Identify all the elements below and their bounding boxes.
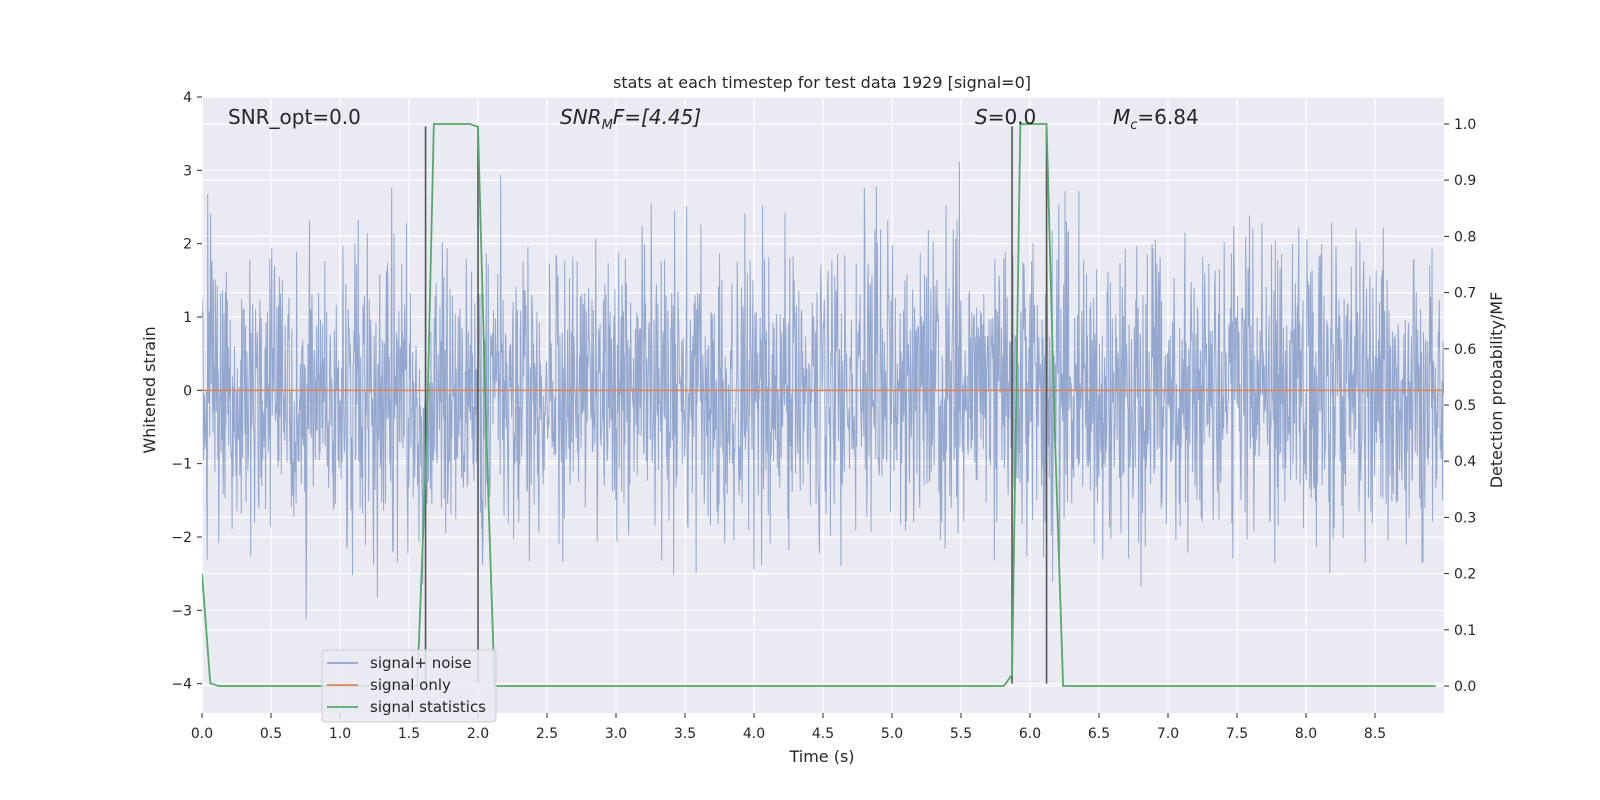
y-right-tick-label: 0.6 bbox=[1454, 342, 1476, 358]
x-tick-label: 1.0 bbox=[329, 726, 351, 742]
y-tick-label: 0 bbox=[183, 383, 192, 399]
y-tick-label: 3 bbox=[183, 163, 192, 179]
grid bbox=[201, 96, 1444, 713]
y-tick-label: 1 bbox=[183, 310, 192, 326]
x-axis-label: Time (s) bbox=[788, 747, 854, 766]
legend-label: signal+ noise bbox=[370, 654, 472, 672]
x-tick-label: 0.5 bbox=[260, 726, 282, 742]
x-tick-label: 8.0 bbox=[1295, 726, 1317, 742]
y-right-tick-label: 0.4 bbox=[1454, 454, 1476, 470]
x-tick-label: 3.5 bbox=[674, 726, 696, 742]
annotation-mc-rest: =6.84 bbox=[1137, 105, 1198, 129]
x-tick-label: 2.0 bbox=[467, 726, 489, 742]
annotation-snr-mf-rest-f: F=[4.45] bbox=[613, 105, 701, 129]
x-tick-label: 7.5 bbox=[1226, 726, 1248, 742]
y-axis-label: Whitened strain bbox=[140, 326, 159, 453]
x-tick-label: 8.5 bbox=[1364, 726, 1386, 742]
x-tick-label: 5.5 bbox=[950, 726, 972, 742]
x-tick-label: 1.5 bbox=[398, 726, 420, 742]
annotation-snr-mf: SNRMF=[4.45] bbox=[560, 105, 701, 133]
annotation-mc-sub: c bbox=[1130, 118, 1137, 133]
y-tick-label: −1 bbox=[171, 457, 192, 473]
x-tick-label: 4.5 bbox=[812, 726, 834, 742]
y-right-tick-label: 0.9 bbox=[1454, 173, 1476, 189]
annotation-snr-mf-base: SNR bbox=[560, 105, 602, 129]
x-tick-label: 6.5 bbox=[1088, 726, 1110, 742]
annotation-s-italic: S bbox=[975, 105, 988, 129]
y-right-tick-label: 0.8 bbox=[1454, 229, 1476, 245]
annotation-snr-mf-sub: M bbox=[602, 118, 613, 133]
y-right-tick-label: 0.3 bbox=[1454, 510, 1476, 526]
x-tick-label: 4.0 bbox=[743, 726, 765, 742]
annotation-mc-base: M bbox=[1113, 105, 1130, 129]
y-right-tick-label: 0.5 bbox=[1454, 398, 1476, 414]
x-tick-label: 2.5 bbox=[536, 726, 558, 742]
legend-label: signal only bbox=[370, 676, 451, 694]
y-tick-label: 2 bbox=[183, 237, 192, 253]
y-right-tick-label: 0.2 bbox=[1454, 567, 1476, 583]
series bbox=[202, 123, 1444, 687]
series-signal-noise bbox=[202, 161, 1444, 620]
y-tick-label: −4 bbox=[171, 677, 192, 693]
annotation-mc: Mc=6.84 bbox=[1113, 105, 1199, 133]
legend-label: signal statistics bbox=[370, 698, 486, 716]
y-tick-label: −2 bbox=[171, 530, 192, 546]
y-tick-label: −3 bbox=[171, 603, 192, 619]
x-tick-label: 0.0 bbox=[191, 726, 213, 742]
y-right-tick-label: 0.7 bbox=[1454, 286, 1476, 302]
annotation-s: S=0.0 bbox=[975, 105, 1036, 129]
y-right-tick-label: 0.0 bbox=[1454, 679, 1476, 695]
legend-box bbox=[321, 649, 497, 723]
y-right-tick-label: 0.1 bbox=[1454, 623, 1476, 639]
annotations: SNR_opt=0.0 SNRMF=[4.45] S=0.0 Mc=6.84 bbox=[228, 105, 1199, 133]
x-tick-label: 7.0 bbox=[1157, 726, 1179, 742]
chart-title: stats at each timestep for test data 192… bbox=[613, 73, 1031, 92]
legend: signal+ noise signal only signal statistic… bbox=[321, 649, 497, 723]
axes: 0.0 0.5 1.0 1.5 2.0 2.5 3.0 3.5 4.0 4.5 5.0 5.5 6.0 6… bbox=[171, 90, 1476, 742]
x-tick-label: 6.0 bbox=[1019, 726, 1041, 742]
annotation-snr-opt: SNR_opt=0.0 bbox=[228, 105, 361, 129]
annotation-s-rest: =0.0 bbox=[988, 105, 1037, 129]
y-tick-label: 4 bbox=[183, 90, 192, 106]
x-tick-label: 5.0 bbox=[881, 726, 903, 742]
y-axis-right-label: Detection probability/MF bbox=[1487, 292, 1506, 489]
y-right-tick-label: 1.0 bbox=[1454, 117, 1476, 133]
x-tick-label: 3.0 bbox=[605, 726, 627, 742]
